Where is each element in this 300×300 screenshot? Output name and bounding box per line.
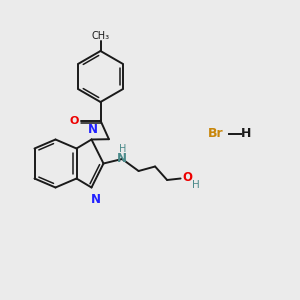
Text: H: H [241, 127, 251, 140]
Text: H: H [192, 180, 200, 190]
Text: O: O [182, 171, 192, 184]
Text: H: H [119, 144, 126, 154]
Text: N: N [88, 123, 98, 136]
Text: CH₃: CH₃ [92, 32, 110, 41]
Text: N: N [117, 152, 127, 166]
Text: Br: Br [208, 127, 224, 140]
Text: N: N [91, 193, 101, 206]
Text: O: O [70, 116, 79, 126]
